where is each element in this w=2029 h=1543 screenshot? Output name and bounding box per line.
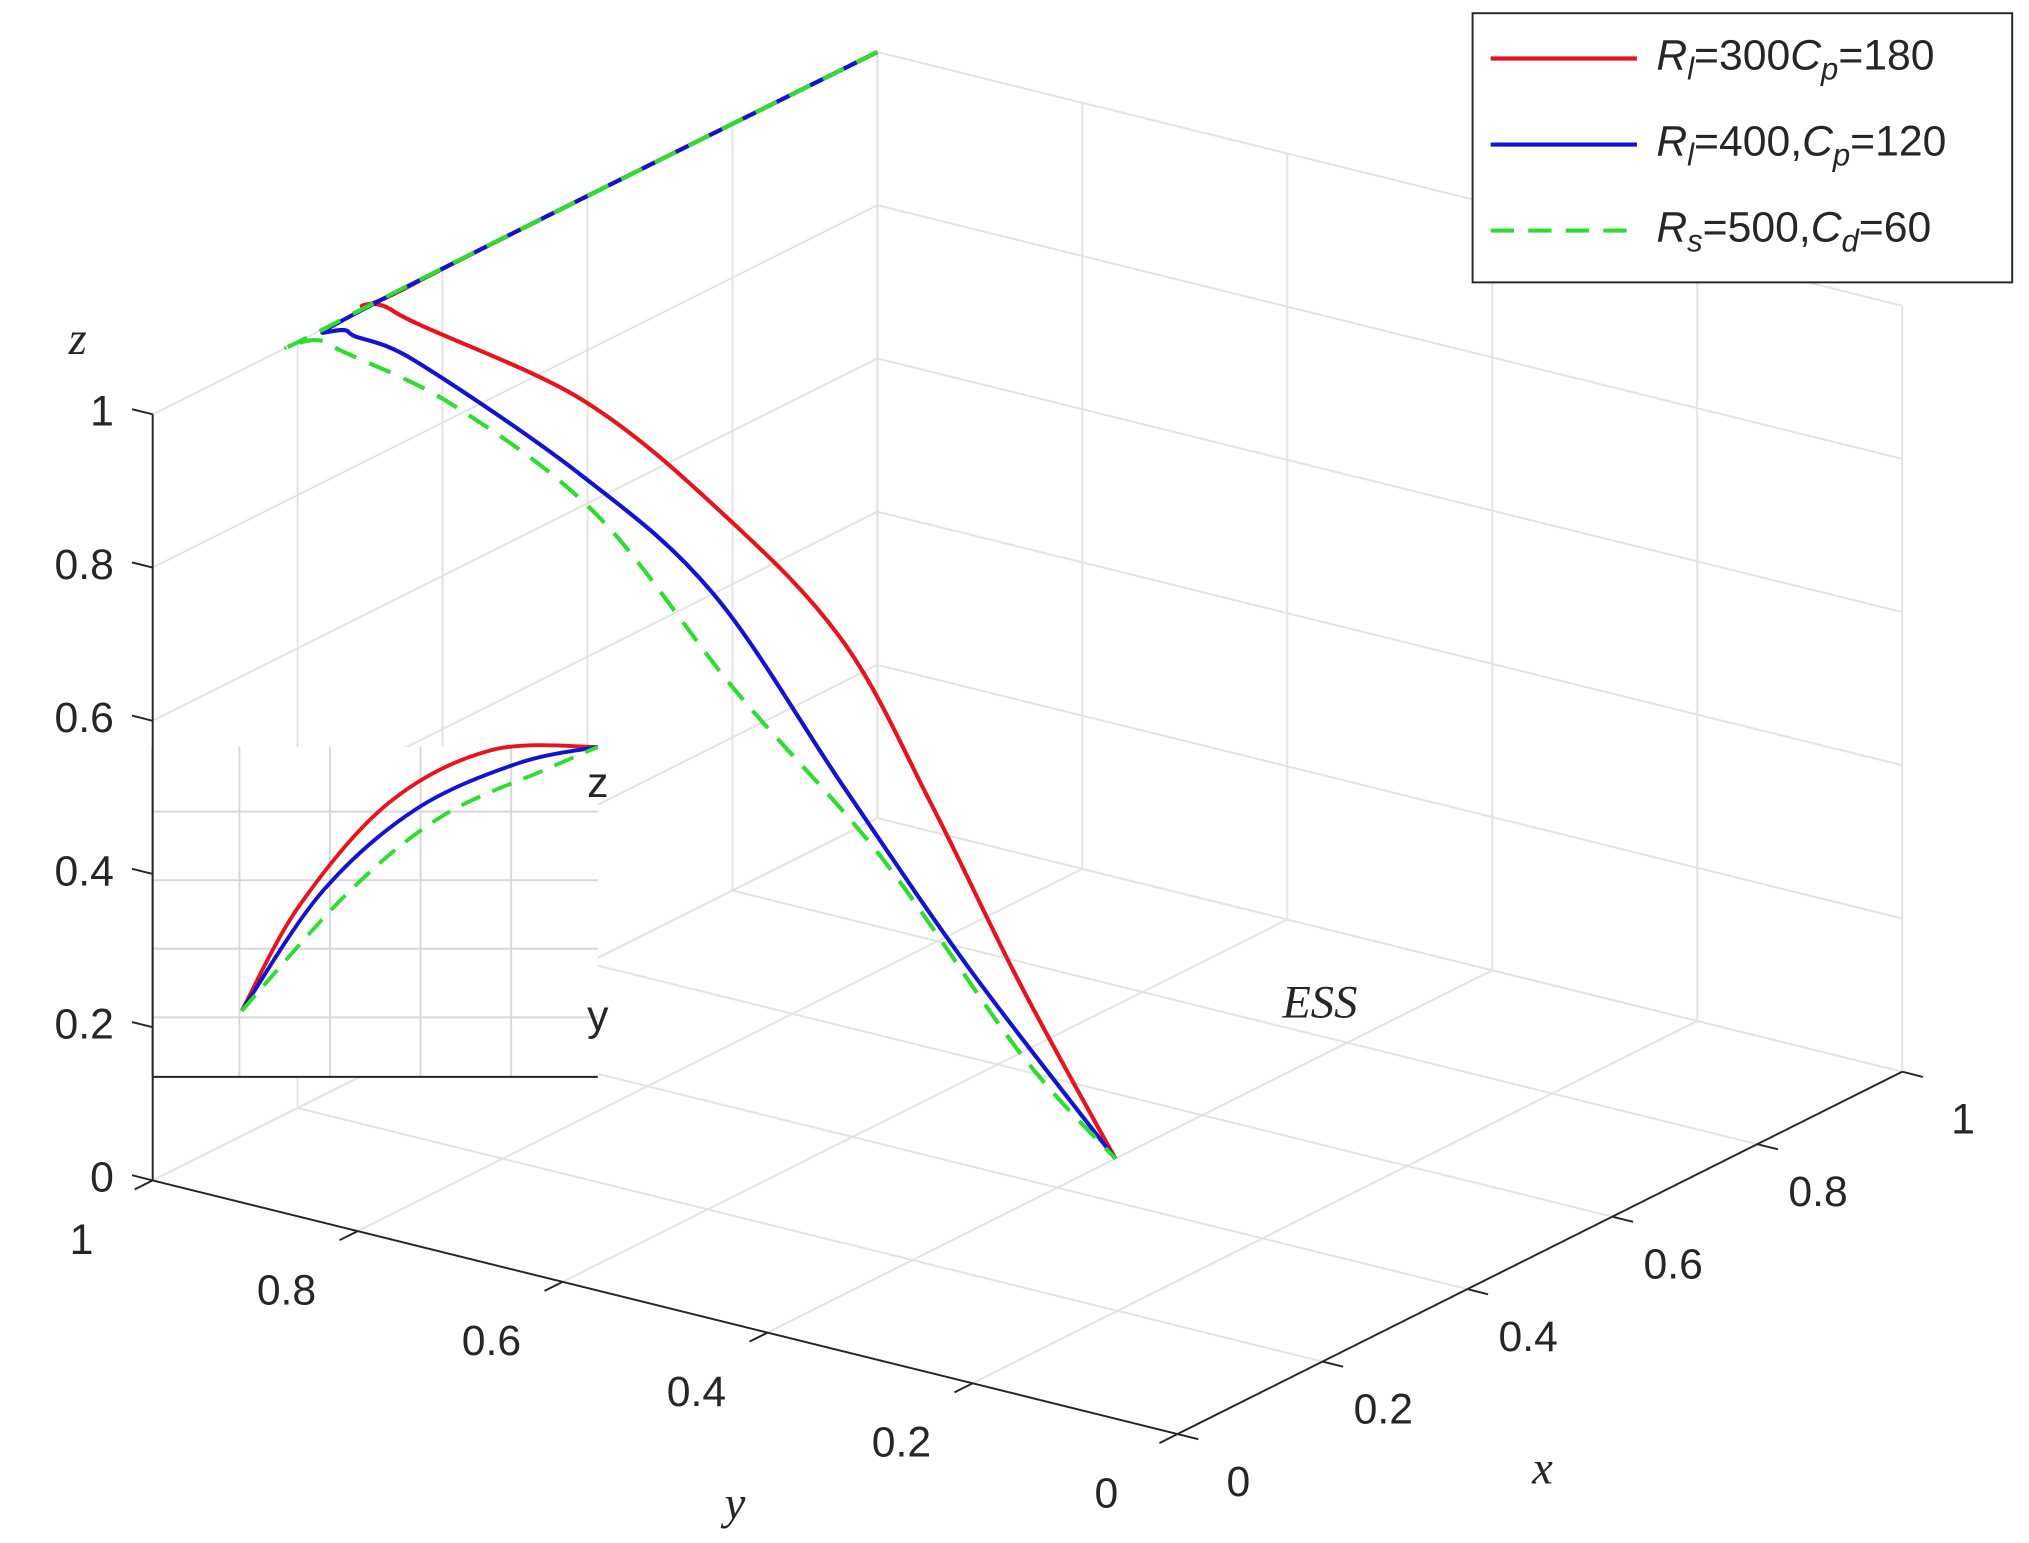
z-tick (131, 1174, 153, 1182)
x-tick-label: 0 (1226, 1458, 1250, 1506)
series-line (283, 50, 1117, 1161)
y-tick-label: 0.2 (872, 1419, 931, 1467)
grid-line (877, 817, 1903, 1073)
x-tick-label: 0.2 (1354, 1385, 1413, 1433)
x-tick (1757, 1143, 1779, 1151)
inset-line (240, 745, 599, 1013)
x-tick (1177, 1433, 1199, 1441)
grid-line (877, 357, 1903, 614)
annotation: ESS (1281, 977, 1357, 1029)
z-tick (131, 714, 153, 722)
legend: Rl=300Cp=180 Rl=400,Cp=120 Rs=500,Cd=60 (1471, 12, 2014, 284)
grid-line (587, 962, 1613, 1218)
grid-line (297, 1106, 1323, 1363)
y-tick (954, 1382, 974, 1394)
z-tick (131, 561, 153, 569)
inset-line (240, 743, 598, 1012)
z-tick-label: 1 (90, 388, 114, 436)
y-tick-label: 0.8 (257, 1267, 316, 1315)
y-tick-label: 0.4 (667, 1368, 726, 1416)
y-tick (1158, 1433, 1178, 1444)
inset: zy (151, 743, 609, 1078)
z-tick-label: 0.6 (55, 694, 114, 742)
axes: 0 0.2 0.4 0.6 0.8 1 0 0.2 0.4 0.6 0.8 1 0 0.2 0.4 0.6 0.… (55, 388, 1975, 1518)
y-tick-label: 1 (70, 1216, 94, 1264)
legend-label: Rl=400,Cp=120 (1656, 118, 1946, 173)
y-tick (134, 1179, 154, 1191)
grid-line (877, 663, 1903, 920)
z-axis-label: z (68, 313, 87, 365)
x-tick-label: 0.8 (1788, 1168, 1847, 1216)
z-tick-label: 0 (90, 1154, 114, 1202)
legend-label: Rs=500,Cd=60 (1656, 204, 1931, 259)
x-tick-label: 1 (1951, 1095, 1975, 1143)
x-axis-label: x (1531, 1443, 1553, 1495)
x-tick (1322, 1360, 1344, 1368)
z-tick-label: 0.4 (55, 847, 114, 895)
x-tick-label: 0.4 (1499, 1313, 1558, 1361)
grid-line (152, 204, 878, 569)
grid-line (767, 969, 1493, 1334)
grid-line (562, 918, 1288, 1283)
y-axis-label: y (721, 1477, 746, 1529)
x-axis-line (1177, 1070, 1903, 1435)
grid-line (152, 357, 878, 722)
y-tick-label: 0 (1094, 1469, 1118, 1517)
y-axis-line (152, 1179, 1178, 1435)
grid-line (357, 867, 1083, 1232)
y-tick (339, 1230, 359, 1242)
y-tick-label: 0.6 (462, 1317, 521, 1365)
x-tick (1467, 1288, 1489, 1296)
grid-line (732, 889, 1758, 1146)
z-tick-label: 0.8 (55, 541, 114, 589)
lines (283, 50, 1118, 1161)
grid-line (442, 1034, 1468, 1291)
z-tick (131, 1021, 153, 1029)
y-tick (544, 1280, 564, 1292)
inset-background (152, 746, 598, 1077)
x-tick-label: 0.6 (1643, 1240, 1702, 1288)
z-tick (131, 867, 153, 875)
inset-label: y (587, 992, 609, 1040)
x-tick (1612, 1215, 1634, 1223)
inset-line (240, 745, 599, 1012)
x-tick (1901, 1070, 1924, 1078)
grid-line (972, 1020, 1698, 1385)
z-tick-label: 0.2 (55, 1000, 114, 1048)
y-tick (749, 1331, 769, 1343)
legend-label: Rl=300Cp=180 (1656, 32, 1934, 87)
inset-label: z (587, 759, 608, 807)
grid-line (877, 510, 1903, 767)
grid-line (877, 204, 1903, 460)
z-tick (131, 408, 153, 416)
